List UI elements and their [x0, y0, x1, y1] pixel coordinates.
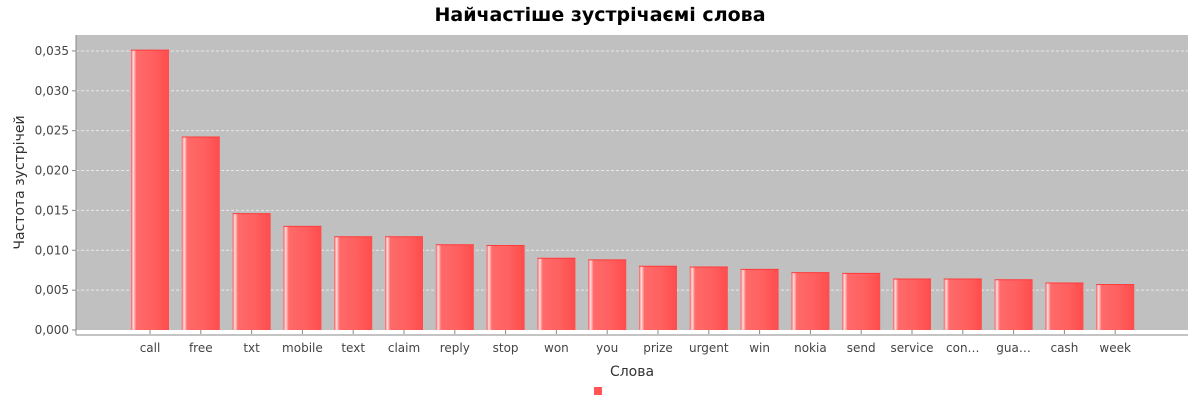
bar-16	[943, 278, 982, 330]
x-tick-label: won	[544, 341, 569, 355]
bar-9	[588, 259, 627, 330]
bar-4	[334, 236, 373, 330]
y-axis-ticks: 0,000 0,005 0,010 0,015 0,020 0,025 0,030 0,035	[35, 44, 76, 337]
x-tick-label: cash	[1050, 341, 1078, 355]
bar-17	[994, 279, 1033, 330]
legend-swatch	[594, 387, 602, 395]
x-axis-label: Слова	[610, 364, 654, 380]
y-axis-label: Частота зустрічей	[12, 115, 28, 249]
bar-14	[842, 273, 881, 330]
y-tick-label: 0,020	[35, 164, 69, 178]
bar-5	[385, 236, 423, 330]
x-tick-label: txt	[243, 341, 260, 355]
y-tick-label: 0,010	[35, 243, 69, 257]
x-tick-label: text	[341, 341, 365, 355]
x-axis-ticks: call free txt mobile text claim reply stop won yo…	[140, 330, 1131, 355]
bar-1	[181, 137, 220, 330]
bar-18	[1045, 282, 1084, 330]
x-tick-label: mobile	[282, 341, 323, 355]
bar-7	[486, 245, 525, 330]
bar-2	[232, 213, 271, 330]
x-tick-label: gua…	[996, 341, 1031, 355]
x-tick-label: win	[749, 341, 770, 355]
y-tick-label: 0,015	[35, 203, 69, 217]
bar-11	[689, 267, 728, 330]
x-tick-label: claim	[388, 341, 420, 355]
x-tick-label: you	[596, 341, 618, 355]
bars	[131, 49, 1135, 330]
bar-19	[1096, 284, 1135, 330]
x-tick-label: reply	[440, 341, 470, 355]
x-tick-label: service	[891, 341, 934, 355]
y-tick-label: 0,005	[35, 283, 69, 297]
bar-13	[791, 272, 830, 330]
bar-12	[740, 269, 779, 330]
x-tick-label: week	[1099, 341, 1131, 355]
y-tick-label: 0,025	[35, 124, 69, 138]
chart-title: Найчастіше зустрічаємі слова	[434, 4, 766, 26]
x-tick-label: stop	[493, 341, 519, 355]
x-tick-label: send	[847, 341, 876, 355]
bar-15	[893, 278, 931, 330]
bar-6	[435, 244, 474, 330]
y-tick-label: 0,035	[35, 44, 69, 58]
y-tick-label: 0,030	[35, 84, 69, 98]
bar-10	[639, 266, 677, 330]
x-tick-label: call	[140, 341, 161, 355]
x-tick-label: prize	[643, 341, 673, 355]
bar-0	[131, 50, 169, 330]
x-tick-label: urgent	[689, 341, 729, 355]
y-tick-label: 0,000	[35, 323, 69, 337]
x-tick-label: nokia	[794, 341, 827, 355]
bar-8	[537, 258, 576, 330]
bar-3	[283, 226, 322, 330]
x-tick-label: con…	[946, 341, 980, 355]
x-tick-label: free	[189, 341, 213, 355]
